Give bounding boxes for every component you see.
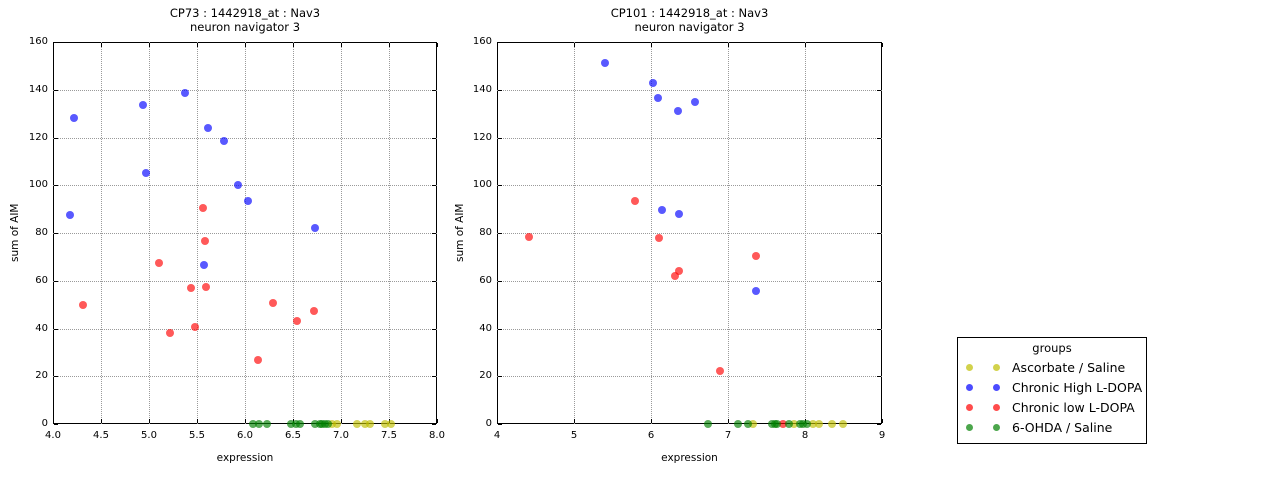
y-tickmark	[432, 424, 436, 425]
x-tick-label: 4	[493, 430, 501, 441]
x-tick-label: 8	[801, 430, 809, 441]
legend-title: groups	[1032, 341, 1072, 355]
x-tickmark	[437, 43, 438, 47]
x-tick-label: 5.5	[189, 430, 205, 441]
x-tick-label: 6.5	[285, 430, 301, 441]
x-tick-label: 6	[647, 430, 655, 441]
x-tick-label: 7.5	[381, 430, 397, 441]
legend-marker-dots	[966, 403, 1000, 411]
y-axis-label: sum of AIM	[454, 203, 466, 263]
plot-title-line2: neuron navigator 3	[189, 20, 301, 34]
legend-entry-6ohda-saline: 6-OHDA / Saline	[966, 417, 1138, 437]
legend: groups Ascorbate / Saline Chronic High L…	[957, 337, 1147, 444]
x-tickmark	[882, 43, 883, 47]
scatter-marker-icon	[993, 423, 1000, 431]
plot-title-line2: neuron navigator 3	[634, 20, 745, 34]
legend-entry-label: Ascorbate / Saline	[1012, 359, 1126, 375]
x-tickmark	[437, 419, 438, 423]
legend-marker-dots	[966, 423, 1000, 431]
legend-marker-dots	[966, 383, 1000, 391]
legend-entry-label: 6-OHDA / Saline	[1012, 419, 1113, 435]
x-tick-label: 9	[878, 430, 886, 441]
plot-title-line1: CP73 : 1442918_at : Nav3	[169, 6, 321, 20]
plot-title: CP101 : 1442918_at : Nav3 neuron navigat…	[497, 6, 882, 34]
x-tick-label: 4.5	[93, 430, 109, 441]
legend-entry-ascorbate-saline: Ascorbate / Saline	[966, 357, 1138, 377]
legend-entry-label: Chronic low L-DOPA	[1012, 399, 1135, 415]
y-tickmark	[498, 424, 502, 425]
x-tick-label: 6.0	[237, 430, 253, 441]
x-tick-label: 7	[724, 430, 732, 441]
y-tickmark	[877, 424, 881, 425]
legend-marker-dots	[966, 363, 1000, 371]
scatter-marker-icon	[993, 363, 1000, 371]
scatter-marker-icon	[966, 363, 973, 371]
x-axis-label: expression	[216, 452, 274, 464]
x-tick-label: 5.0	[141, 430, 157, 441]
legend-entry-chronic-high-ldopa: Chronic High L-DOPA	[966, 377, 1142, 397]
scatter-marker-icon	[993, 403, 1000, 411]
scatter-marker-icon	[966, 383, 973, 391]
axes-area	[53, 42, 437, 424]
x-tick-label: 5	[570, 430, 578, 441]
x-tick-label: 8.0	[429, 430, 445, 441]
plot-title: CP73 : 1442918_at : Nav3 neuron navigato…	[53, 6, 437, 34]
x-tick-label: 7.0	[333, 430, 349, 441]
x-tickmark	[882, 419, 883, 423]
legend-entry-chronic-low-ldopa: Chronic low L-DOPA	[966, 397, 1138, 417]
plot-title-line1: CP101 : 1442918_at : Nav3	[610, 6, 769, 20]
y-tickmark	[54, 424, 58, 425]
x-tick-label: 4.0	[45, 430, 61, 441]
scatter-marker-icon	[966, 423, 973, 431]
x-axis-label: expression	[661, 452, 718, 464]
y-axis-label: sum of AIM	[9, 203, 21, 263]
axes-area	[497, 42, 882, 424]
scatter-marker-icon	[993, 383, 1000, 391]
legend-entry-label: Chronic High L-DOPA	[1012, 379, 1143, 395]
scatter-marker-icon	[966, 403, 973, 411]
